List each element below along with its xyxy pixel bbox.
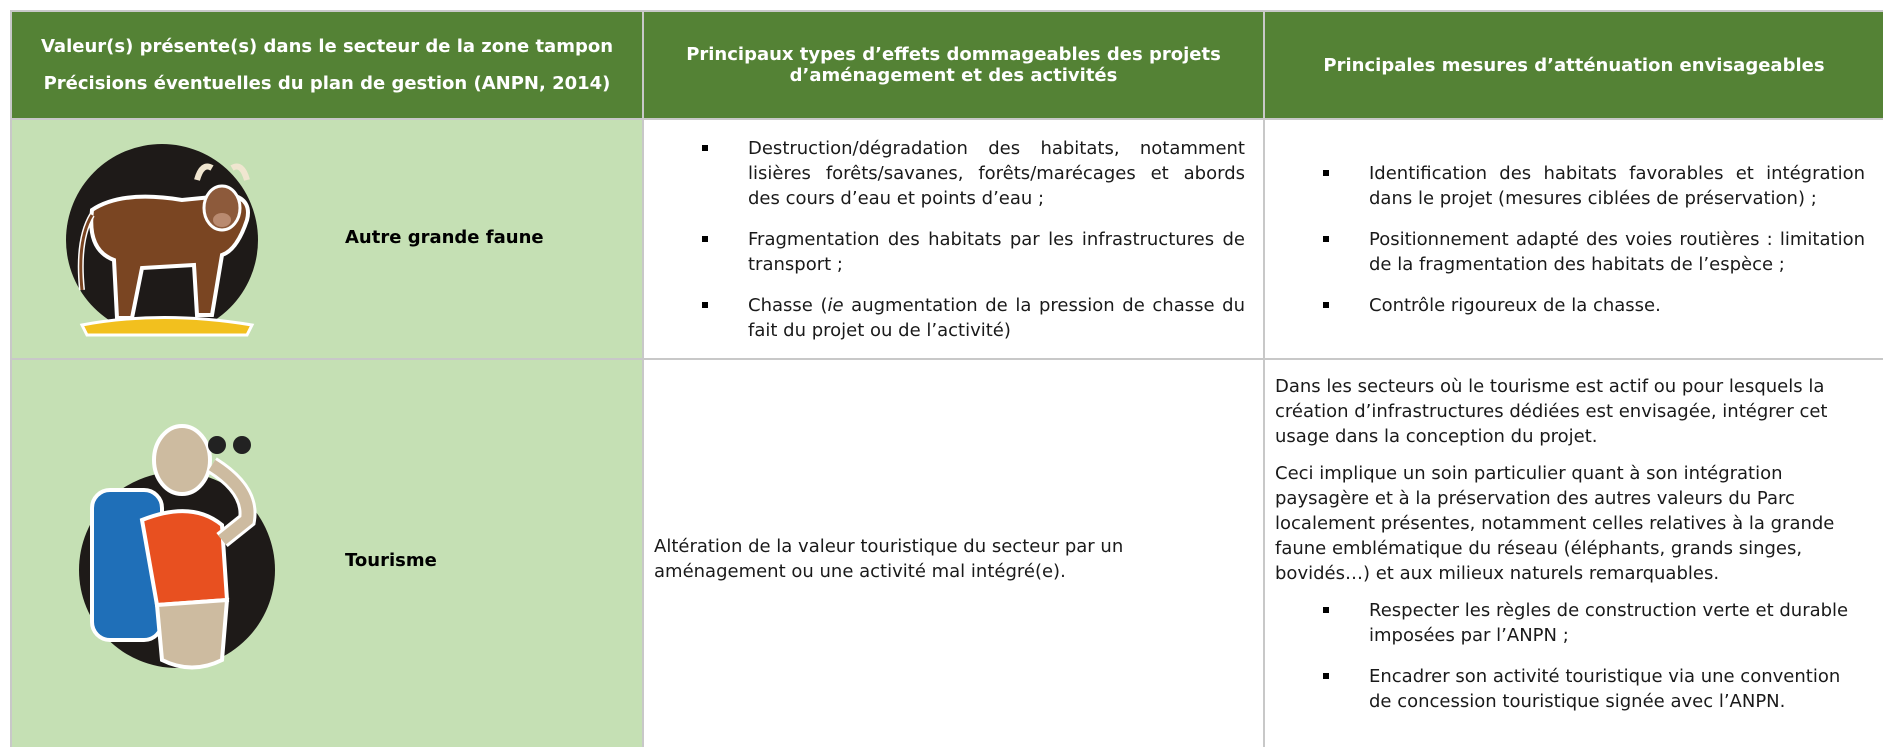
paragraph: Ceci implique un soin particulier quant … (1275, 463, 1835, 584)
effect-item: Chasse (ie augmentation de la pression d… (644, 293, 1263, 343)
measures-list: Identification des habitats favorables e… (1265, 161, 1883, 318)
effects-list: Destruction/dégradation des habitats, no… (644, 136, 1263, 343)
header-cell: Principaux types d’effets dommageables d… (642, 10, 1265, 120)
effect-text: Altération de la valeur touristique du s… (654, 536, 1124, 582)
header-cell: Principales mesures d’atténuation envisa… (1263, 10, 1883, 120)
table-row: Tourisme Altération de la valeur tourist… (10, 358, 1883, 747)
effect-item: Destruction/dégradation des habitats, no… (644, 136, 1263, 211)
text: augmentation de la pression de chasse du… (748, 294, 1245, 341)
measure-item: Encadrer son activité touristique via un… (1265, 664, 1883, 714)
value-cell: Tourisme (10, 358, 644, 747)
measures-list: Respecter les règles de construction ver… (1265, 598, 1883, 714)
header-title: Valeur(s) présente(s) dans le secteur de… (40, 36, 614, 57)
effect-item: Fragmentation des habitats par les infra… (644, 227, 1263, 277)
tourist-icon (79, 424, 275, 670)
measure-item: Identification des habitats favorables e… (1265, 161, 1883, 211)
text: Chasse ( (748, 294, 828, 316)
header-subtitle: Précisions éventuelles du plan de gestio… (43, 73, 611, 94)
text-italic: ie (827, 294, 844, 316)
mitigation-table: Valeur(s) présente(s) dans le secteur de… (10, 10, 1883, 747)
header-cell: Valeur(s) présente(s) dans le secteur de… (10, 10, 644, 120)
value-cell: Autre grande faune (10, 118, 644, 360)
paragraph: Dans les secteurs où le tourisme est act… (1275, 376, 1828, 447)
effects-cell: Destruction/dégradation des habitats, no… (642, 118, 1265, 360)
header-row: Valeur(s) présente(s) dans le secteur de… (10, 10, 1883, 120)
value-label: Autre grande faune (345, 227, 544, 248)
measure-item: Positionnement adapté des voies routière… (1265, 227, 1883, 277)
table-row: Autre grande faune Destruction/dégradati… (10, 118, 1883, 360)
measures-cell: Identification des habitats favorables e… (1263, 118, 1883, 360)
buffalo-icon (66, 144, 258, 337)
measure-item: Contrôle rigoureux de la chasse. (1265, 293, 1883, 318)
measure-item: Respecter les règles de construction ver… (1265, 598, 1883, 648)
measures-cell: Dans les secteurs où le tourisme est act… (1263, 358, 1883, 747)
effects-cell: Altération de la valeur touristique du s… (642, 358, 1265, 747)
value-label: Tourisme (345, 550, 437, 571)
